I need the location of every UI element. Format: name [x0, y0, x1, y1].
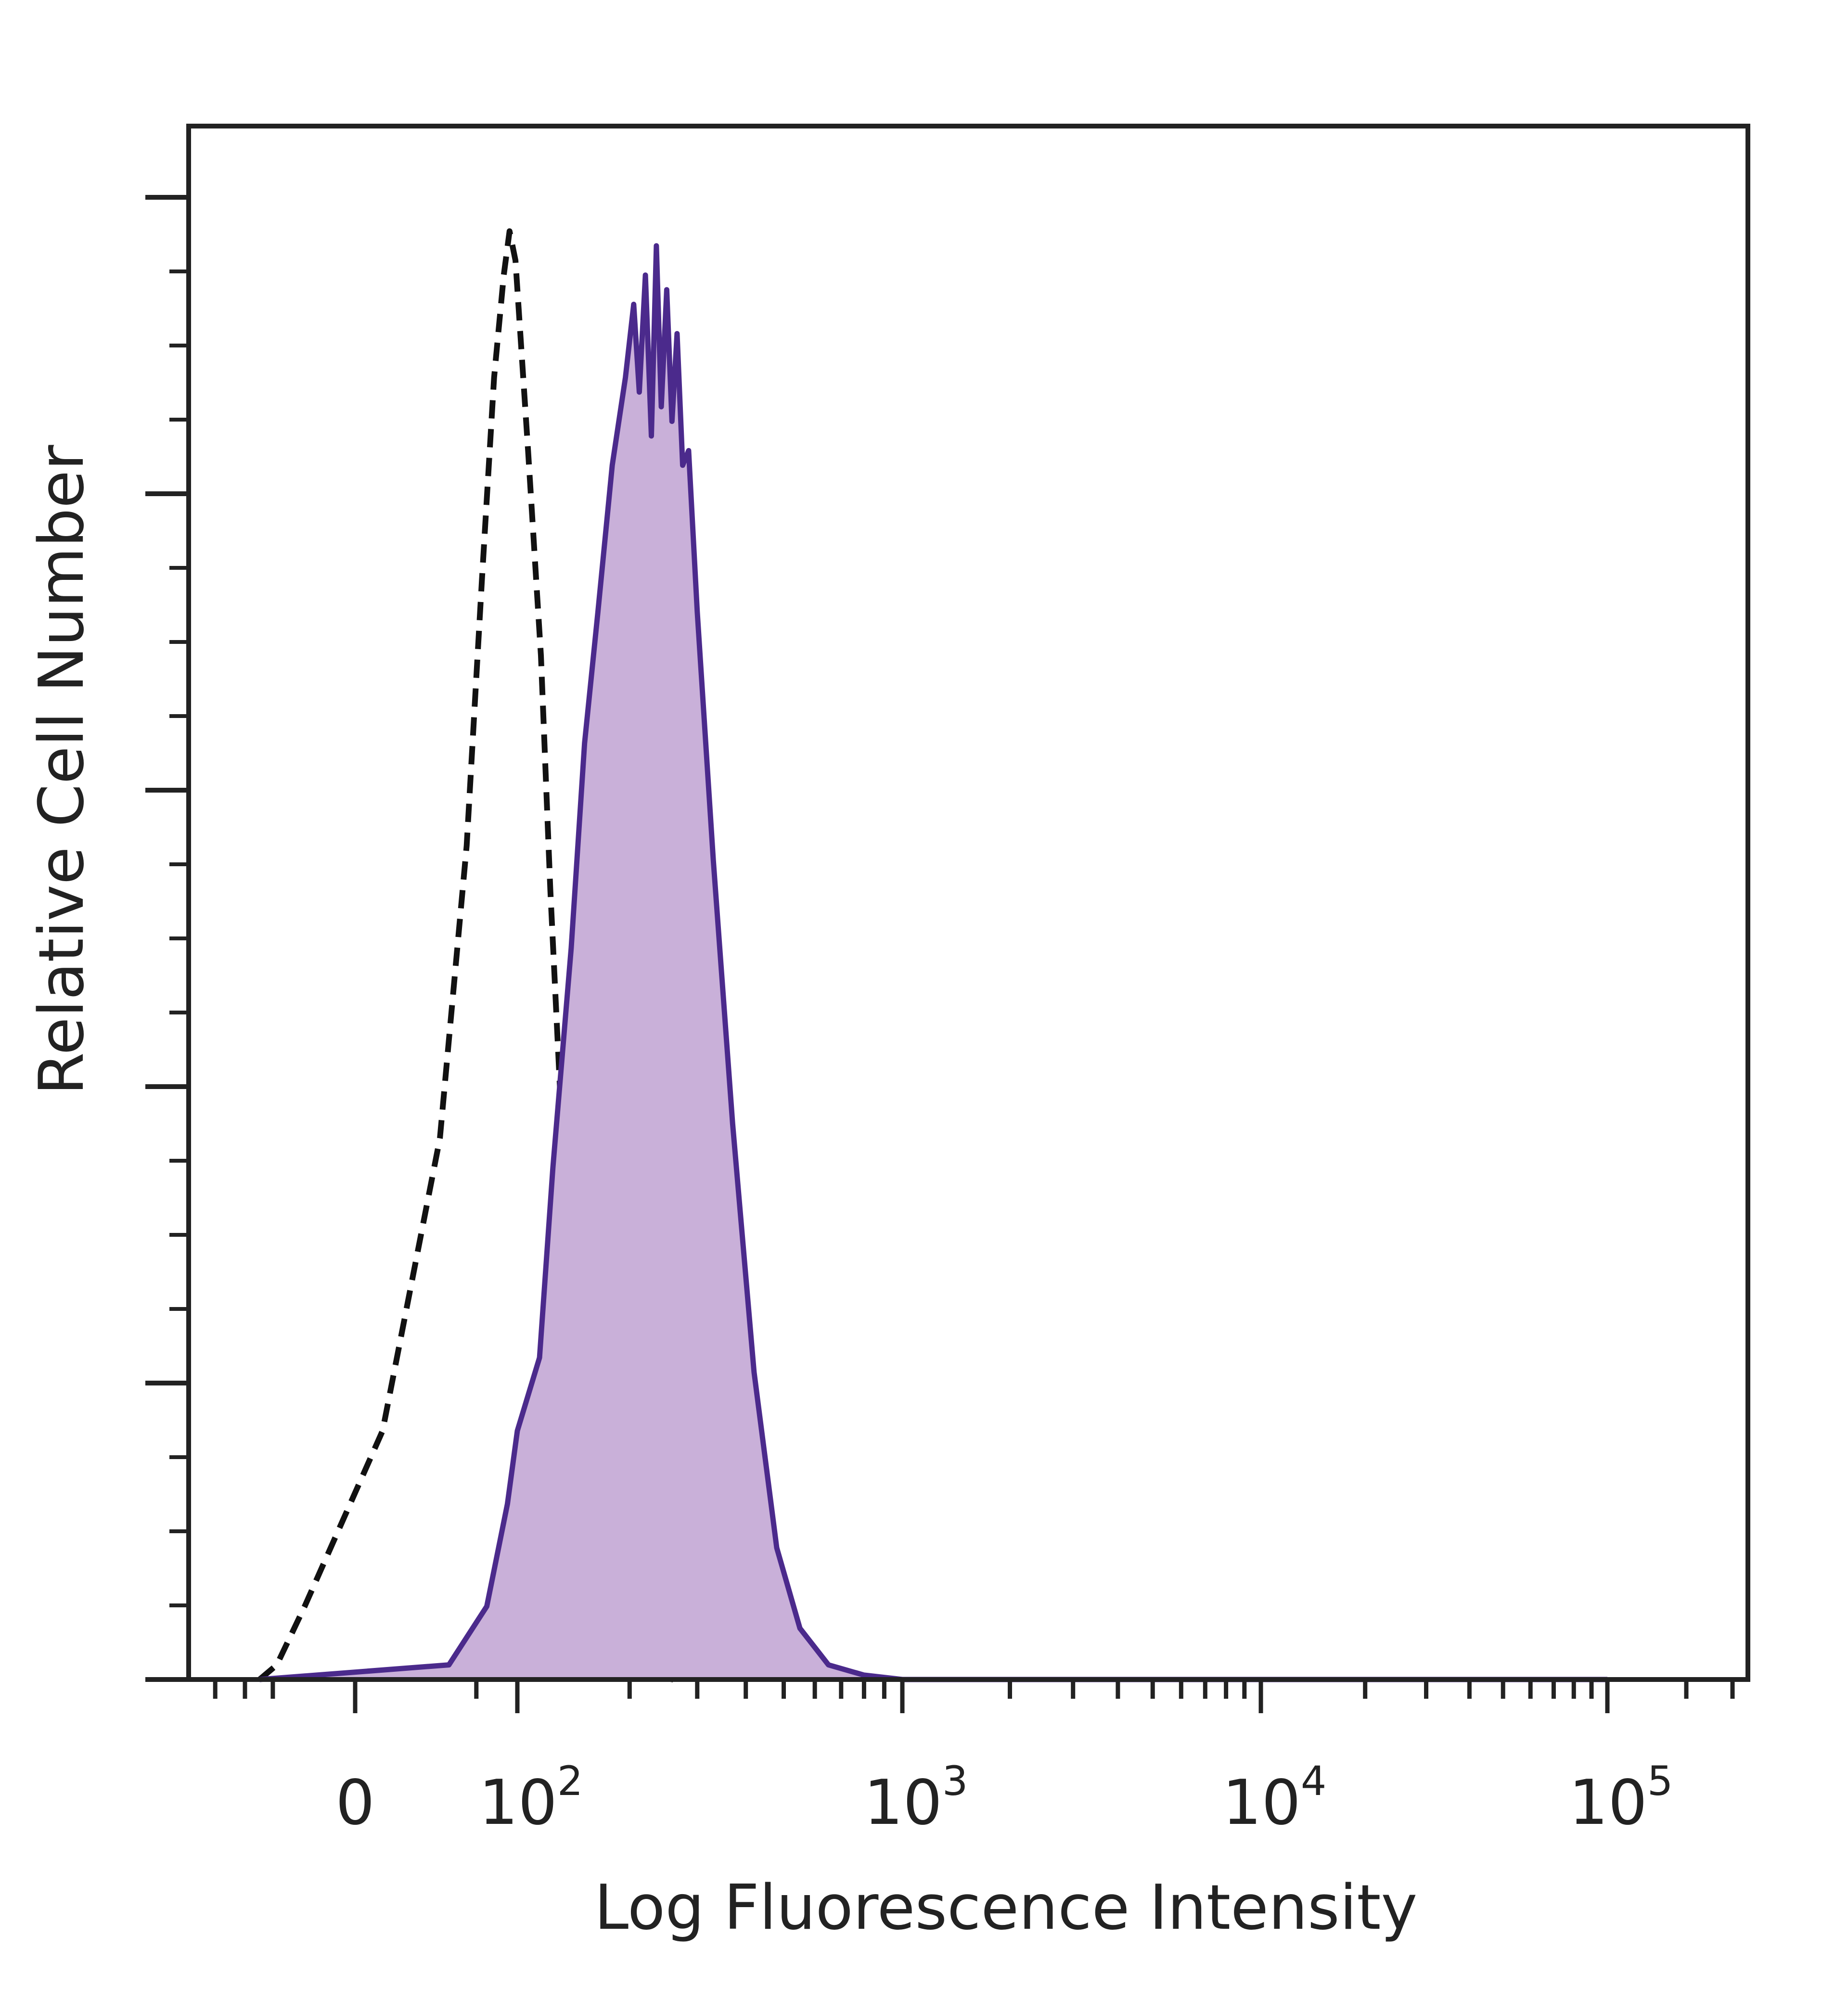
series-layer: [257, 228, 1608, 1682]
x-tick-label: 102: [479, 1757, 583, 1839]
x-tick-label: 103: [864, 1757, 968, 1839]
x-axis-tick-labels: 0 102 103 104 105: [335, 1757, 1673, 1839]
x-tick-label: 104: [1222, 1757, 1326, 1839]
x-tick-label: 0: [335, 1767, 374, 1839]
series-1-line: [259, 243, 1607, 1682]
y-axis-title: Relative Cell Number: [26, 445, 98, 1095]
series-1-fill: [259, 245, 1608, 1679]
series-0-line: [257, 228, 674, 1682]
plot-frame: [186, 124, 1750, 1682]
x-axis-ticks: [213, 1679, 1735, 1713]
x-axis-title: Log Fluorescence Intensity: [594, 1872, 1417, 1944]
y-axis-ticks: [145, 195, 189, 1682]
plot-area: [145, 124, 1750, 1713]
x-tick-label: 105: [1569, 1757, 1673, 1839]
